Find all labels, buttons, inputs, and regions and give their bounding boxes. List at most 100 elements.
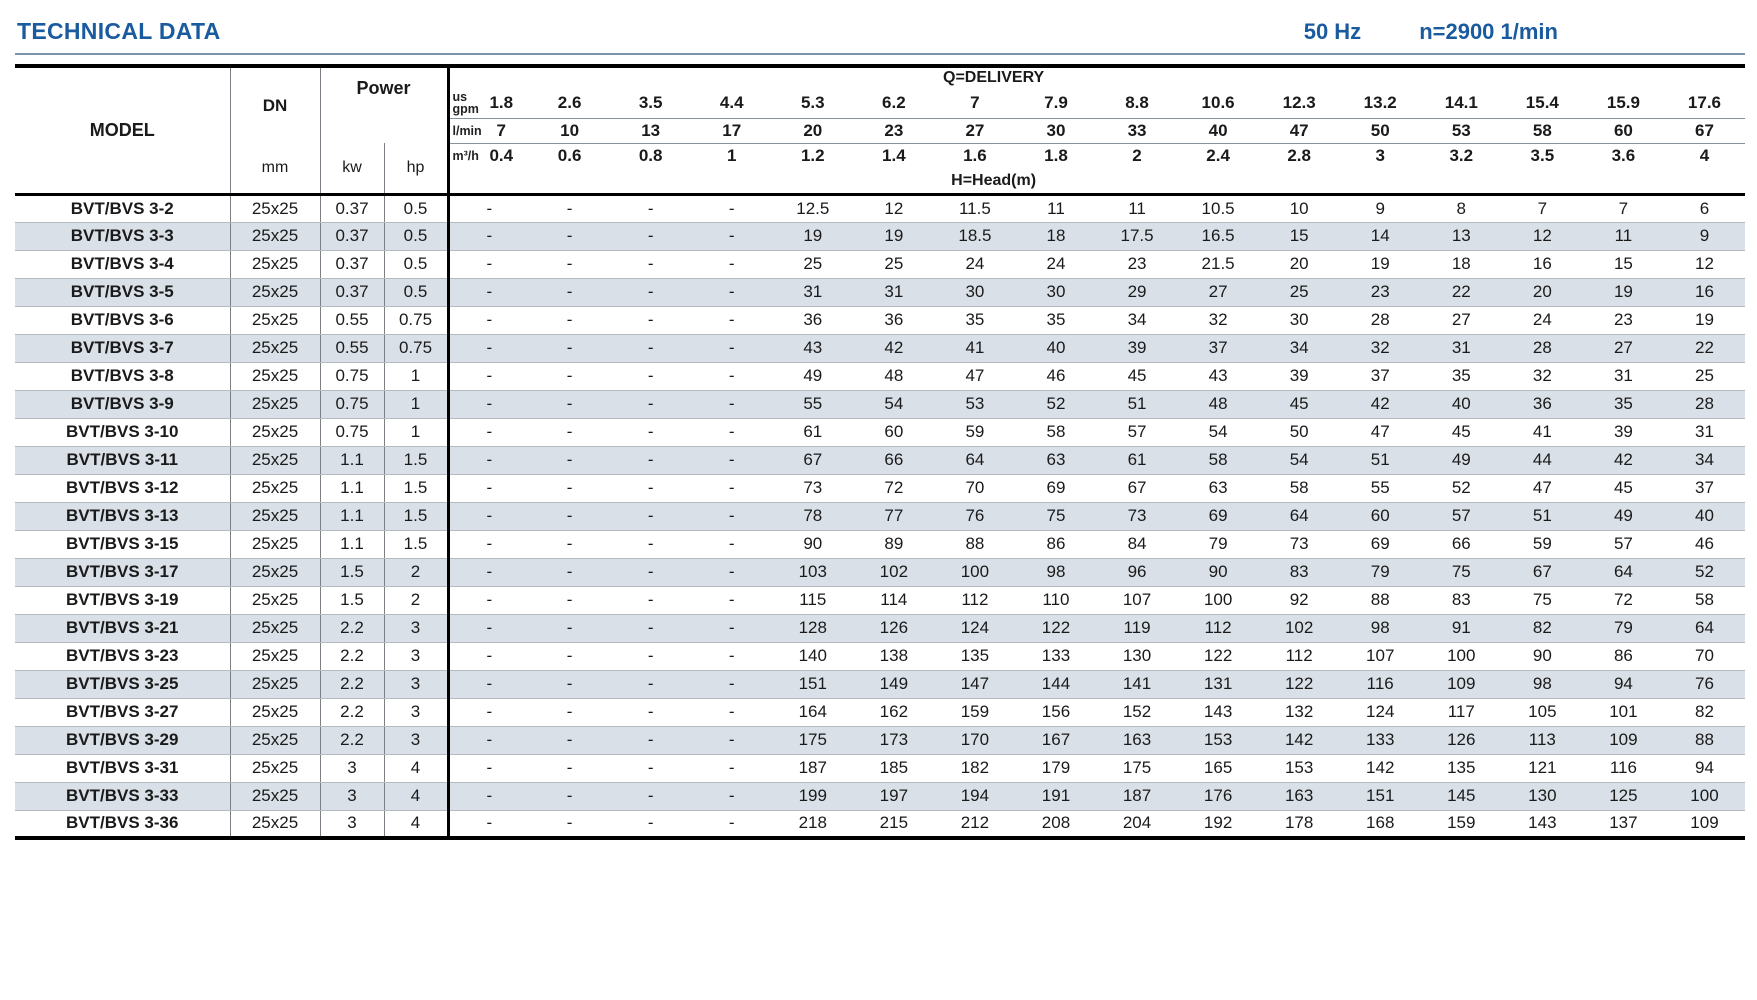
dn-cell: 25x25 xyxy=(230,670,321,699)
dn-cell: 25x25 xyxy=(230,782,321,811)
gpm-row: us gpm 1.8 2.6 3.5 4.4 5.3 6.2 7 7.9 8.8 10.6 12.3 1… xyxy=(15,88,1745,119)
gpm-value: 8.8 xyxy=(1096,88,1178,119)
head-cell: - xyxy=(529,670,611,699)
head-cell: 18 xyxy=(1420,250,1502,279)
model-cell: BVT/BVS 3-3 xyxy=(15,222,231,251)
head-cell: 49 xyxy=(772,362,854,391)
head-cell: 34 xyxy=(1096,306,1178,335)
head-cell: 46 xyxy=(1663,530,1745,559)
head-cell: 23 xyxy=(1339,278,1421,307)
table-row: BVT/BVS 3-3 25x25 0.37 0.5- - - -19 19 18.5 18 17.… xyxy=(15,222,1745,251)
head-cell: 36 xyxy=(853,306,935,335)
head-cell: - xyxy=(529,586,611,615)
m3h-value: 2.4 xyxy=(1177,143,1259,169)
head-cell: 60 xyxy=(1339,502,1421,531)
head-cell: 164 xyxy=(772,698,854,727)
head-cell: 28 xyxy=(1501,334,1583,363)
head-cell: 90 xyxy=(772,530,854,559)
head-cell: 144 xyxy=(1015,670,1097,699)
head-cell: 215 xyxy=(853,810,935,839)
model-cell: BVT/BVS 3-17 xyxy=(15,558,231,587)
model-cell: BVT/BVS 3-25 xyxy=(15,670,231,699)
head-cell: - xyxy=(610,670,692,699)
head-cell: 124 xyxy=(1339,698,1421,727)
head-cell: 131 xyxy=(1177,670,1259,699)
head-cell: 9 xyxy=(1339,192,1421,223)
hp-cell: 1.5 xyxy=(384,446,450,475)
table-row: BVT/BVS 3-5 25x25 0.37 0.5- - - -31 31 30 30 29 27 2… xyxy=(15,278,1745,307)
head-cell: 64 xyxy=(1663,614,1745,643)
head-cell: 73 xyxy=(1258,530,1340,559)
head-cell: 21.5 xyxy=(1177,250,1259,279)
head-cell: 11 xyxy=(1096,192,1178,223)
head-cell: 143 xyxy=(1501,810,1583,839)
table-row: BVT/BVS 3-12 25x25 1.1 1.5- - - -73 72 70 69 67 63 5… xyxy=(15,474,1745,503)
head-cell: 100 xyxy=(934,558,1016,587)
head-cell: 23 xyxy=(1582,306,1664,335)
head-cell: - xyxy=(610,278,692,307)
head-cell: 37 xyxy=(1663,474,1745,503)
head-cell: 163 xyxy=(1258,782,1340,811)
model-cell: BVT/BVS 3-4 xyxy=(15,250,231,279)
head-cell: 72 xyxy=(853,474,935,503)
head-cell: 143 xyxy=(1177,698,1259,727)
gpm-value: 2.6 xyxy=(529,88,611,119)
head-cell: - xyxy=(691,614,773,643)
head-cell: 42 xyxy=(1339,390,1421,419)
hp-cell: 0.5 xyxy=(384,250,450,279)
hp-cell: 1 xyxy=(384,390,450,419)
head-cell: 100 xyxy=(1177,586,1259,615)
kw-cell: 0.75 xyxy=(320,362,385,391)
head-cell: 32 xyxy=(1177,306,1259,335)
head-cell: - xyxy=(691,586,773,615)
head-cell: 35 xyxy=(1582,390,1664,419)
lmin-value: l/min 7 xyxy=(448,118,530,144)
lmin-value: 17 xyxy=(691,118,773,144)
head-cell: 43 xyxy=(1177,362,1259,391)
head-cell: - xyxy=(691,726,773,755)
head-cell: - xyxy=(529,390,611,419)
head-cell: 115 xyxy=(772,586,854,615)
head-cell: 135 xyxy=(1420,754,1502,783)
table-row: BVT/BVS 3-25 25x25 2.2 3- - - -151 149 147 144 141… xyxy=(15,670,1745,699)
head-cell: 7 xyxy=(1501,192,1583,223)
head-cell: 22 xyxy=(1420,278,1502,307)
table-row: BVT/BVS 3-6 25x25 0.55 0.75- - - -36 36 35 35 34 32… xyxy=(15,306,1745,335)
head-cell: 11.5 xyxy=(934,192,1016,223)
head-cell: - xyxy=(448,698,530,727)
head-cell: - xyxy=(529,278,611,307)
head-cell: 96 xyxy=(1096,558,1178,587)
head-cell: 67 xyxy=(1096,474,1178,503)
head-cell: 54 xyxy=(853,390,935,419)
head-cell: 79 xyxy=(1582,614,1664,643)
head-cell: 29 xyxy=(1096,278,1178,307)
kw-cell: 1.5 xyxy=(320,558,385,587)
head-cell: - xyxy=(529,530,611,559)
head-cell: - xyxy=(529,502,611,531)
head-cell: 8 xyxy=(1420,192,1502,223)
head-cell: 19 xyxy=(1339,250,1421,279)
hp-cell: 0.75 xyxy=(384,334,450,363)
head-cell: 60 xyxy=(853,418,935,447)
hp-cell: 3 xyxy=(384,670,450,699)
head-cell: 10 xyxy=(1258,192,1340,223)
hp-cell: 0.5 xyxy=(384,192,450,223)
table-row: BVT/BVS 3-29 25x25 2.2 3- - - -175 173 170 167 163… xyxy=(15,726,1745,755)
head-cell: 12 xyxy=(1663,250,1745,279)
head-cell: 170 xyxy=(934,726,1016,755)
head-cell: 112 xyxy=(934,586,1016,615)
head-cell: 147 xyxy=(934,670,1016,699)
column-header-model: MODEL xyxy=(15,66,231,194)
head-cell: 142 xyxy=(1339,754,1421,783)
column-header-power: Power xyxy=(320,66,450,143)
head-cell: 19 xyxy=(853,222,935,251)
head-cell: - xyxy=(610,334,692,363)
head-cell: 167 xyxy=(1015,726,1097,755)
hp-cell: 2 xyxy=(384,558,450,587)
head-cell: - xyxy=(448,362,530,391)
head-cell: 16 xyxy=(1501,250,1583,279)
head-cell: 28 xyxy=(1339,306,1421,335)
kw-cell: 3 xyxy=(320,810,385,839)
head-cell: 51 xyxy=(1096,390,1178,419)
head-cell: 92 xyxy=(1258,586,1340,615)
